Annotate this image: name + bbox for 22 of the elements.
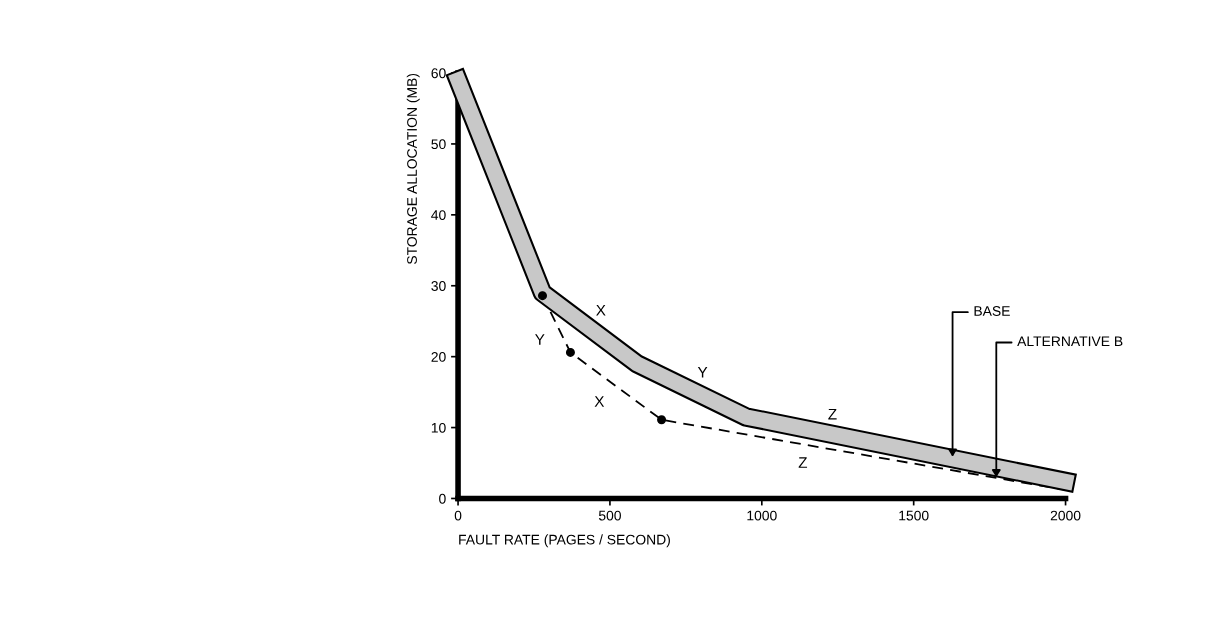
annotation: BASE [974,306,1010,316]
y-tick-label: 50 [431,139,446,150]
y-tick-label: 60 [431,68,446,79]
y-axis-title: STORAGE ALLOCATION (MB) [406,73,420,265]
annotation: X [596,305,606,316]
x-tick-label: 1500 [899,510,929,521]
annotation: Z [828,408,837,420]
x-tick-label: 1000 [747,510,777,521]
annotation: Y [697,367,708,378]
y-tick-label: 0 [439,493,446,504]
annotation: Y [535,334,545,345]
x-tick-label: 0 [454,510,462,521]
annotation: ALTERNATIVE B [1017,336,1123,347]
annotation: X [594,396,605,407]
x-axis-title: FAULT RATE (PAGES / SECOND) [459,534,670,548]
x-tick-label: 500 [598,510,621,521]
y-tick-label: 20 [431,351,446,362]
y-tick-label: 30 [431,281,446,291]
y-tick-label: 40 [431,210,446,221]
y-tick-label: 10 [431,422,446,433]
annotation: Z [798,457,808,468]
x-tick-label: 2000 [1050,510,1081,521]
